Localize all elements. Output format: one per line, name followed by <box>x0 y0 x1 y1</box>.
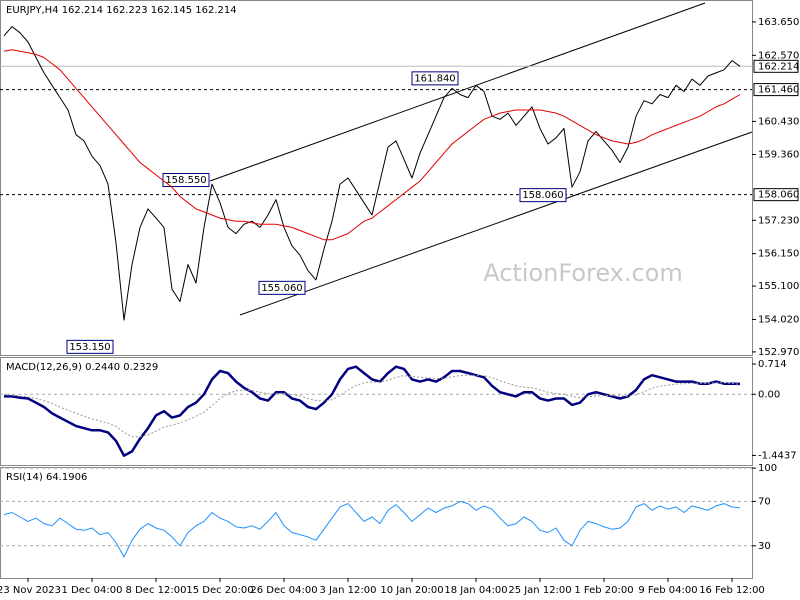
level-tag <box>753 188 799 202</box>
y-tick-label: 70 <box>758 496 771 507</box>
annotation-box <box>66 339 114 354</box>
y-tick-label: 0.714 <box>758 359 787 370</box>
y-tick-label: 159.360 <box>758 149 799 160</box>
x-tick-label: 9 Feb 04:00 <box>638 585 697 596</box>
x-tick-label: 10 Jan 20:00 <box>380 585 443 596</box>
y-tick-label: 157.230 <box>758 215 799 226</box>
series-line <box>4 365 741 457</box>
x-tick-label: 18 Jan 04:00 <box>444 585 507 596</box>
x-tick-label: 25 Jan 12:00 <box>508 585 571 596</box>
annotation-label: 161.840 <box>414 73 455 84</box>
y-tick-label: 100 <box>758 463 777 474</box>
series-line <box>3 49 741 241</box>
macd-panel <box>0 357 753 466</box>
y-tick-label: 156.150 <box>758 249 799 260</box>
y-tick-label: 0.00 <box>758 389 780 400</box>
y-tick-label: 162.570 <box>758 50 799 61</box>
x-tick-label: 1 Dec 04:00 <box>62 585 123 596</box>
x-tick-label: 3 Jan 12:00 <box>320 585 377 596</box>
series-line <box>3 374 741 438</box>
macd-title: MACD(12,26,9) 0.2440 0.2329 <box>6 362 158 373</box>
annotation-label: 158.550 <box>165 175 206 186</box>
series-line <box>3 26 741 321</box>
y-tick-label: 154.020 <box>758 314 799 325</box>
rsi-title: RSI(14) 64.1906 <box>6 472 87 483</box>
y-tick-label: 160.430 <box>758 116 799 127</box>
price-tag <box>753 59 799 73</box>
level-label: 158.060 <box>758 190 799 201</box>
x-tick-label: 26 Dec 04:00 <box>250 585 317 596</box>
annotation-box <box>258 280 306 295</box>
annotation-label: 155.060 <box>261 283 302 294</box>
annotation-box <box>411 71 459 86</box>
current-price-label: 162.214 <box>758 61 799 72</box>
x-tick-label: 23 Nov 2023 <box>0 585 61 596</box>
annotation-label: 153.150 <box>69 342 110 353</box>
x-tick-label: 16 Feb 12:00 <box>699 585 765 596</box>
watermark: ActionForex.com <box>483 259 683 287</box>
x-tick-label: 1 Feb 20:00 <box>574 585 633 596</box>
price-panel <box>0 0 753 356</box>
channel-lower <box>239 131 753 316</box>
y-tick-label: 30 <box>758 541 771 552</box>
level-label: 161.460 <box>758 85 799 96</box>
annotation-label: 158.060 <box>522 190 563 201</box>
chart-title: EURJPY,H4 162.214 162.223 162.145 162.21… <box>6 5 237 16</box>
annotation-box <box>519 188 567 203</box>
y-tick-label: 163.650 <box>758 17 799 28</box>
y-tick-label: 155.100 <box>758 281 799 292</box>
series-line <box>3 500 741 558</box>
rsi-panel <box>0 467 753 579</box>
y-tick-label: -1.4437 <box>758 450 797 461</box>
y-tick-label: 152.970 <box>758 347 799 358</box>
level-tag <box>753 83 799 97</box>
x-tick-label: 8 Dec 12:00 <box>126 585 187 596</box>
x-tick-label: 15 Dec 20:00 <box>186 585 253 596</box>
